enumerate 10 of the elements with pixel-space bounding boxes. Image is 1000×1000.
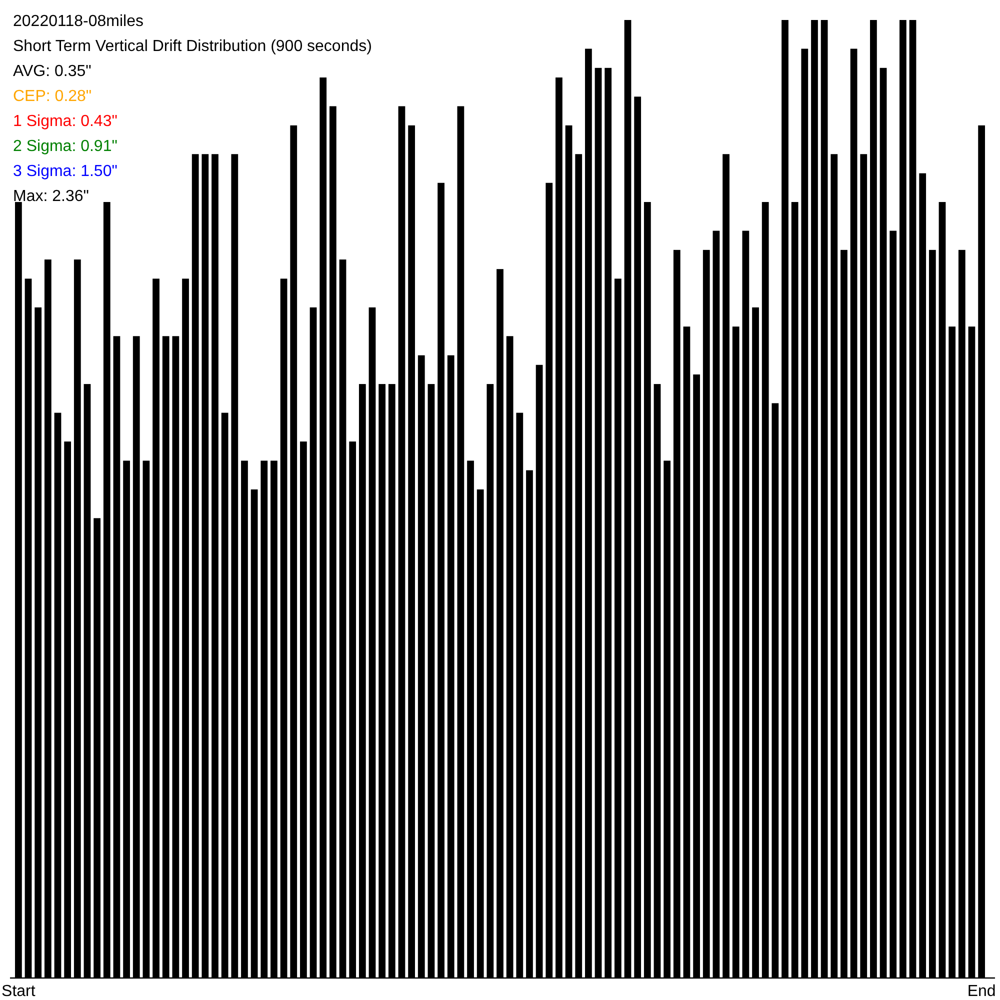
x-tick-label: Start (2, 983, 36, 1000)
chart-title: 20220118-08miles (13, 13, 144, 30)
annotation: 3 Sigma: 1.50" (13, 163, 118, 180)
annotation: AVG: 0.35" (13, 63, 92, 80)
x-tick-label: End (967, 983, 996, 1000)
annotation: 1 Sigma: 0.43" (13, 113, 118, 130)
annotation: 2 Sigma: 0.91" (13, 138, 118, 155)
annotation: Max: 2.36" (13, 188, 89, 205)
annotation: CEP: 0.28" (13, 88, 92, 105)
text: Short Term Vertical Drift Distribution (900 seconds) (13, 38, 372, 55)
